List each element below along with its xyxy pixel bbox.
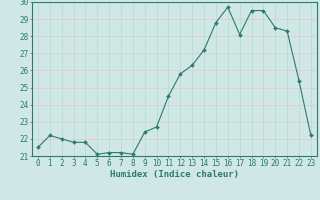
X-axis label: Humidex (Indice chaleur): Humidex (Indice chaleur) (110, 170, 239, 179)
